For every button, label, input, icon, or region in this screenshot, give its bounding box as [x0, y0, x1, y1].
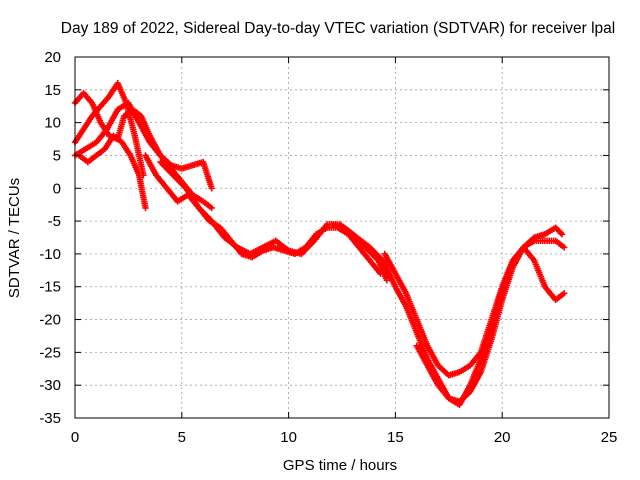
y-tick-label: 20: [44, 49, 61, 66]
x-tick-label: 25: [601, 429, 618, 446]
x-tick-label: 0: [71, 429, 79, 446]
y-tick-label: -15: [39, 279, 61, 296]
y-tick-label: -30: [39, 377, 61, 394]
y-tick-label: -20: [39, 312, 61, 329]
plot-frame: [74, 56, 610, 419]
data-point: [383, 276, 391, 284]
data-point: [208, 204, 215, 212]
data-point: [557, 229, 564, 237]
data-point: [558, 231, 566, 238]
y-tick-label: -5: [48, 213, 61, 230]
x-axis-label: GPS time / hours: [283, 457, 397, 474]
y-tick-label: 10: [44, 115, 61, 132]
y-axis-label: SDTVAR / TECUs: [6, 178, 23, 298]
x-tick-label: 5: [178, 429, 186, 446]
y-tick-label: 15: [44, 82, 61, 99]
chart-title: Day 189 of 2022, Sidereal Day-to-day VTE…: [61, 20, 616, 37]
data-point: [208, 185, 215, 192]
grid: [75, 57, 609, 418]
data-point: [560, 290, 568, 297]
x-tick-label: 15: [387, 429, 404, 446]
y-tick-label: 0: [53, 180, 61, 197]
y-tick-label: -25: [39, 344, 61, 361]
data-points: [71, 80, 568, 409]
y-tick-label: 5: [53, 147, 61, 164]
data-point: [142, 204, 149, 212]
y-tick-label: -35: [39, 410, 61, 427]
x-tick-label: 20: [494, 429, 511, 446]
axis-ticks: 0 5 10 15 20 25 -35 -30 -25 -20 -15 -10 -5 0 5 10 15 20: [39, 49, 617, 446]
y-tick-label: -10: [39, 246, 61, 263]
x-tick-label: 10: [280, 429, 297, 446]
data-point: [560, 244, 568, 251]
